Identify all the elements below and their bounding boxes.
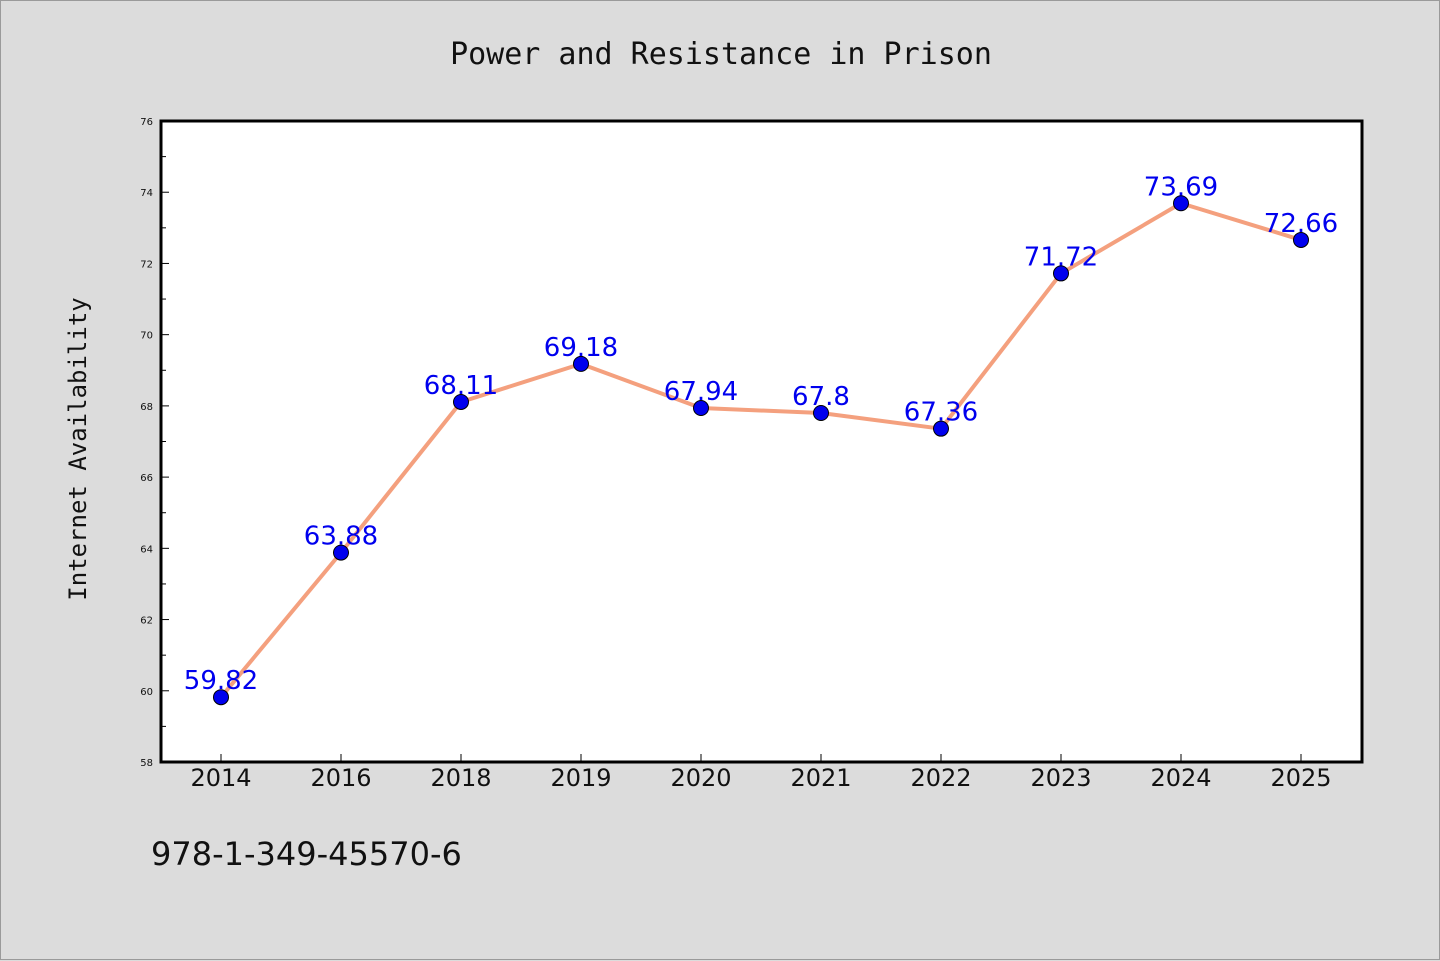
y-tick-label: 76 xyxy=(140,117,153,128)
data-point xyxy=(1173,195,1189,212)
x-tick-label: 2021 xyxy=(790,764,851,792)
data-label: 68.11 xyxy=(424,371,498,401)
data-label: 67.36 xyxy=(904,398,978,428)
data-point xyxy=(1053,265,1069,282)
x-axis: 2014 2016 2018 2019 2020 2021 2022 2023 2024 2025 xyxy=(190,754,1332,792)
series-layer xyxy=(213,195,1309,706)
data-label: 67.94 xyxy=(664,377,738,407)
x-tick-label: 2024 xyxy=(1150,764,1211,792)
data-label: 72.66 xyxy=(1264,209,1338,239)
x-tick-label: 2018 xyxy=(430,764,491,792)
x-tick-label: 2023 xyxy=(1030,764,1091,792)
y-tick-label: 68 xyxy=(140,402,153,413)
y-tick-label: 62 xyxy=(140,616,153,627)
chart-title: Power and Resistance in Prison xyxy=(450,37,992,72)
y-axis-label: Internet Availability xyxy=(64,297,92,600)
data-label: 71.72 xyxy=(1024,242,1098,272)
series-line xyxy=(219,201,1302,699)
data-point xyxy=(333,544,349,561)
y-axis: 58 60 62 64 66 68 70 72 74 76 xyxy=(140,117,169,769)
x-tick-label: 2016 xyxy=(310,764,371,792)
y-tick-label: 66 xyxy=(140,473,153,484)
y-tick-label: 70 xyxy=(140,331,153,342)
data-label: 73.69 xyxy=(1144,172,1218,202)
data-label: 69.18 xyxy=(544,333,618,363)
x-tick-label: 2020 xyxy=(670,764,731,792)
data-point xyxy=(213,689,229,706)
data-point xyxy=(453,393,469,410)
x-tick-label: 2022 xyxy=(910,764,971,792)
x-tick-label: 2019 xyxy=(550,764,611,792)
isbn-footer: 978-1-349-45570-6 xyxy=(151,835,462,873)
y-tick-label: 58 xyxy=(140,758,153,769)
y-tick-label: 72 xyxy=(140,259,153,270)
data-point xyxy=(813,405,829,422)
data-label: 63.88 xyxy=(304,522,378,552)
data-label: 59.82 xyxy=(184,666,258,696)
data-labels: 59.82 63.88 68.11 69.18 67.94 67.8 67.36 71.72 7… xyxy=(184,172,1338,696)
data-label: 67.8 xyxy=(792,382,850,412)
y-tick-label: 60 xyxy=(140,687,153,698)
x-tick-label: 2014 xyxy=(190,764,251,792)
data-point xyxy=(573,355,589,372)
data-point xyxy=(933,420,949,437)
data-point xyxy=(693,400,709,417)
y-tick-label: 74 xyxy=(140,188,153,199)
y-tick-label: 64 xyxy=(140,544,153,555)
data-point xyxy=(1293,231,1309,248)
plot-area xyxy=(159,119,1364,764)
x-tick-label: 2025 xyxy=(1270,764,1331,792)
